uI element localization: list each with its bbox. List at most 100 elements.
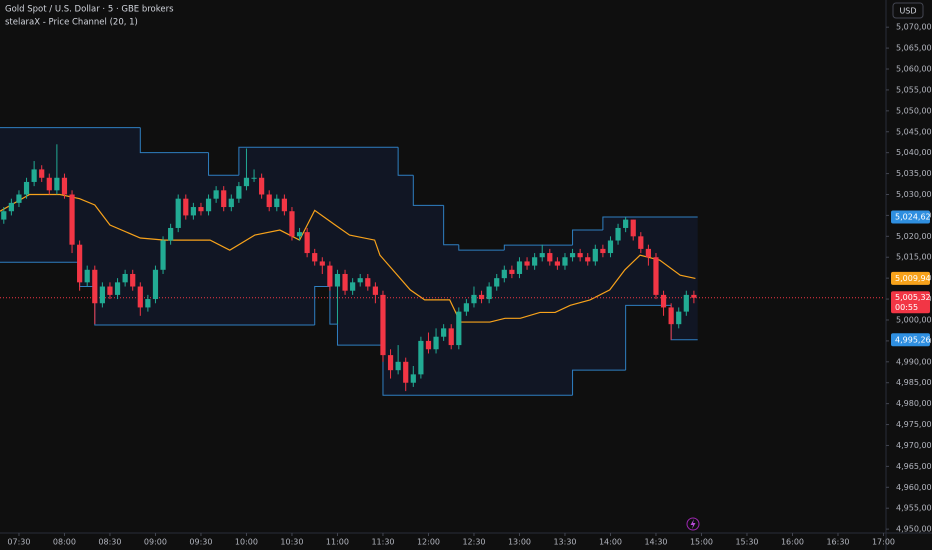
candle-body	[342, 273, 348, 291]
chart-title: Gold Spot / U.S. Dollar · 5 · GBE broker…	[5, 5, 174, 15]
channel-mid	[0, 193, 696, 323]
candle-body	[296, 232, 303, 237]
candle-body	[99, 286, 105, 304]
candle-body	[304, 232, 310, 254]
x-tick-label: 09:00	[144, 538, 167, 547]
price-badge-label: 5,024,62	[895, 213, 931, 222]
candle-body	[327, 265, 333, 287]
x-tick-label: 14:30	[644, 538, 667, 547]
candle-body	[623, 219, 629, 228]
plot-area	[0, 127, 885, 396]
candle-body	[289, 211, 295, 237]
channel-lower	[329, 286, 338, 325]
channel-upper	[572, 229, 603, 246]
candle-body	[494, 278, 500, 287]
candle-body	[600, 248, 606, 254]
candle-body	[501, 269, 507, 279]
channel-upper	[458, 244, 505, 251]
channel-lower	[336, 324, 383, 346]
icon-ring[interactable]	[686, 517, 700, 531]
channel-lower	[572, 369, 626, 396]
x-tick-label: 09:30	[189, 538, 212, 547]
y-tick-label: 4,980,00	[896, 399, 932, 408]
x-tick-label: 08:30	[98, 538, 121, 547]
y-tick-label: 4,985,00	[896, 378, 932, 387]
y-tick-label: 5,070,00	[896, 23, 932, 32]
icon-bolt[interactable]	[690, 519, 696, 529]
channel-upper	[602, 216, 698, 231]
channel-upper	[503, 244, 573, 251]
channel-lower	[314, 286, 330, 326]
candle-body	[410, 374, 416, 383]
candle-body	[645, 248, 651, 258]
x-tick-label: 12:00	[417, 538, 440, 547]
price-badge-label: 5,009,94	[895, 274, 931, 283]
candle-body	[387, 355, 394, 371]
y-tick-label: 4,965,00	[896, 462, 932, 471]
lightning-icon[interactable]	[686, 517, 700, 531]
y-tick-label: 5,000,00	[896, 315, 932, 324]
price-badge	[891, 271, 930, 285]
x-tick-label: 13:00	[508, 538, 531, 547]
price-badge	[891, 291, 930, 314]
x-tick-label: 15:00	[690, 538, 713, 547]
channel-upper	[208, 152, 239, 176]
candle-body	[509, 269, 515, 274]
candle-body	[471, 294, 477, 304]
candle-body	[395, 361, 401, 371]
candle-body	[236, 186, 242, 199]
candle-body	[441, 328, 447, 337]
candle-body	[205, 198, 212, 212]
candle-body	[23, 181, 30, 195]
currency-button[interactable]	[892, 2, 924, 19]
candle-body	[69, 194, 75, 245]
y-tick-label: 5,060,00	[896, 65, 932, 74]
candle-body	[585, 257, 591, 262]
x-tick-label: 17:00	[872, 538, 895, 547]
price-badge	[891, 333, 930, 347]
candle-body	[39, 169, 45, 178]
candle-body	[562, 257, 568, 266]
channel-upper	[443, 205, 459, 246]
y-tick-label: 5,045,00	[896, 127, 932, 136]
candle-body	[638, 236, 644, 249]
y-tick-label: 5,065,00	[896, 44, 932, 53]
candle-body	[630, 219, 636, 237]
y-tick-label: 5,050,00	[896, 106, 932, 115]
candle-body	[448, 328, 454, 346]
y-tick-label: 4,955,00	[896, 504, 932, 513]
candle-body	[213, 190, 219, 199]
candle-body	[145, 299, 151, 308]
candle-body	[372, 286, 378, 295]
x-tick-label: 10:30	[280, 538, 303, 547]
candle-body	[266, 194, 272, 208]
candle-body	[486, 286, 492, 300]
candle-body	[1, 211, 7, 220]
candle-body	[274, 198, 280, 208]
candle-body	[456, 311, 462, 346]
candle-body	[524, 261, 530, 266]
candle-body	[175, 198, 181, 228]
candle-body	[539, 253, 545, 258]
candle-body	[312, 253, 318, 262]
candle-body	[190, 207, 196, 216]
candle-body	[251, 177, 257, 179]
candle-body	[114, 282, 121, 295]
candle-body	[152, 269, 159, 300]
candle-body	[61, 177, 68, 195]
candle-body	[8, 202, 14, 212]
x-tick-label: 10:00	[235, 538, 258, 547]
candle-body	[137, 286, 143, 308]
y-tick-label: 5,055,00	[896, 85, 932, 94]
channel-upper	[238, 146, 399, 176]
candle-body	[554, 261, 560, 266]
candle-body	[92, 269, 98, 304]
price-badge-label: 4,995,26	[895, 335, 931, 344]
candle-body	[281, 198, 287, 212]
x-tick-label: 11:00	[326, 538, 349, 547]
price-badge	[891, 210, 930, 224]
candle-body	[183, 198, 189, 216]
y-tick-label: 4,970,00	[896, 441, 932, 450]
candle-body	[160, 240, 166, 270]
currency-label[interactable]: USD	[899, 7, 916, 16]
